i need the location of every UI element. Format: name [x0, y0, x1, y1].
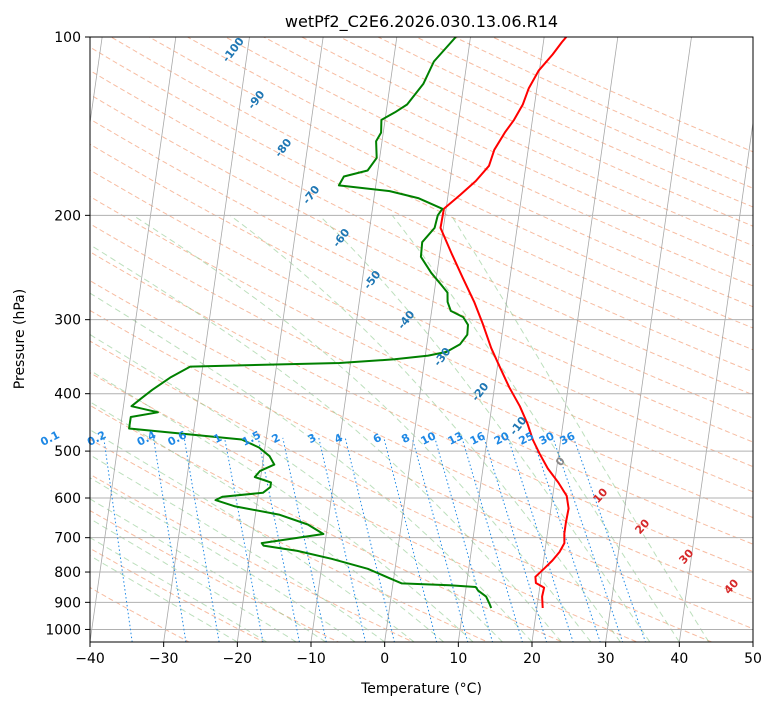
x-tick-label: 20: [523, 651, 541, 667]
moist-adiabat-line: [90, 244, 562, 642]
y-tick-label: 700: [54, 531, 81, 547]
moist-adiabat-line: [90, 369, 474, 642]
moist-adiabat-line: [90, 292, 533, 642]
mixing-ratio-line: [461, 437, 523, 642]
mixing-ratio-line: [411, 437, 469, 642]
mixing-ratio-label: 10: [419, 429, 439, 448]
moist-adiabat-line: [90, 555, 238, 642]
dry-adiabat-line: [90, 404, 564, 642]
background-lines: [90, 37, 753, 642]
dry-adiabat-line: [90, 143, 753, 468]
isotherm-line: [752, 639, 753, 642]
temperature-profile: [439, 37, 570, 609]
mixing-ratio-label: 20: [492, 429, 512, 448]
y-tick-label: 500: [54, 444, 81, 460]
mixing-ratio-line: [257, 437, 300, 642]
x-tick-label: 10: [449, 651, 467, 667]
mixing-ratio-line: [318, 437, 367, 642]
mixing-ratio-line: [153, 437, 187, 642]
isotherm-line: [605, 37, 692, 642]
x-tick-label: −40: [75, 651, 105, 667]
series-layer: [128, 37, 570, 609]
dewpoint-profile: [128, 37, 493, 609]
y-tick-label: 200: [54, 208, 81, 224]
mixing-ratio-line: [434, 437, 494, 642]
x-tick-label: −20: [223, 651, 253, 667]
mixing-ratio-label: 16: [468, 429, 488, 448]
mixing-ratio-line: [224, 437, 264, 642]
y-tick-label: 800: [54, 565, 81, 581]
isotherm-line: [90, 37, 103, 126]
x-axis-label: Temperature (°C): [360, 681, 482, 697]
axes: −40 −30 −20 −10 0 10 20 30 40 50 1000 900 800 700 600 5…: [45, 30, 762, 667]
x-tick-label: 50: [744, 651, 762, 667]
mixing-ratio-label: 25: [517, 429, 537, 448]
mixing-ratio-line: [183, 437, 220, 642]
mixing-ratio-line: [507, 437, 574, 642]
mixing-ratio-label: 30: [537, 429, 557, 448]
y-axis-label: Pressure (hPa): [12, 289, 28, 389]
y-tick-label: 400: [54, 387, 81, 403]
moist-adiabat-line: [90, 333, 503, 642]
moist-adiabat-line: [391, 214, 680, 642]
isotherm-line: [236, 37, 324, 642]
plot-frame: [89, 36, 754, 643]
dry-adiabat-line: [90, 169, 753, 493]
moist-adiabat-line: [90, 477, 356, 642]
dry-adiabat-line: [90, 118, 753, 443]
moist-adiabat-line: [90, 401, 444, 642]
isotherm-line: [163, 37, 250, 642]
moist-adiabat-line: [90, 537, 268, 642]
y-tick-label: 300: [54, 313, 81, 329]
isotherm-line: [457, 37, 545, 642]
dry-adiabat-line: [90, 309, 753, 630]
isotherm-line: [678, 119, 753, 642]
chart-title: wetPf2_C2E6.2026.030.13.06.R14: [285, 12, 558, 32]
moist-adiabat-line: [229, 214, 621, 642]
x-tick-label: 0: [380, 651, 389, 667]
x-tick-label: 40: [670, 651, 688, 667]
mixing-ratio-line: [483, 437, 548, 642]
mixing-ratio-label: 36: [558, 429, 578, 448]
dry-adiabat-line: [90, 547, 265, 642]
isotherm-line: [531, 37, 619, 642]
y-tick-label: 100: [54, 30, 81, 46]
y-tick-label: 600: [54, 491, 81, 507]
x-tick-label: −10: [296, 651, 326, 667]
isotherm-line: [310, 37, 398, 642]
moist-adiabat-line: [450, 215, 710, 642]
mixing-ratio-line: [282, 437, 327, 642]
moist-adiabat-line: [90, 518, 297, 642]
dry-adiabat-line: [90, 586, 190, 642]
mixing-ratio-line: [103, 437, 133, 642]
mixing-ratio-line: [344, 437, 395, 642]
x-tick-label: 30: [597, 651, 615, 667]
moist-adiabat-line: [132, 214, 592, 642]
mixing-ratio-label: 13: [446, 429, 466, 448]
x-tick-label: −30: [149, 651, 179, 667]
y-tick-label: 900: [54, 595, 81, 611]
y-tick-label: 1000: [45, 622, 81, 638]
isotherm-line: [90, 37, 177, 642]
moist-adiabat-line: [90, 454, 385, 642]
moist-adiabat-line: [90, 429, 415, 642]
mixing-ratio-line: [383, 437, 438, 642]
isotherm-line: [384, 37, 471, 642]
